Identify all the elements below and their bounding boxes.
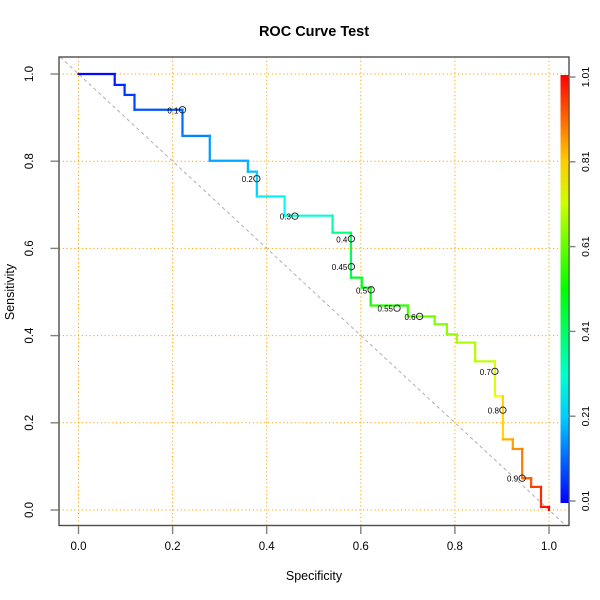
threshold-marker-label: 0.45 bbox=[332, 263, 348, 272]
grid-layer bbox=[59, 57, 569, 526]
threshold-marker bbox=[178, 106, 187, 114]
threshold-marker bbox=[499, 406, 507, 414]
y-tick-label: 0.6 bbox=[24, 240, 36, 256]
threshold-marker bbox=[491, 367, 499, 376]
y-axis-title: Sensitivity bbox=[3, 263, 17, 320]
threshold-marker-label: 0.1 bbox=[167, 106, 179, 115]
x-axis-title: Specificity bbox=[286, 569, 343, 583]
y-tick-label: 0.4 bbox=[24, 327, 36, 344]
colorbar-gradient bbox=[560, 75, 569, 503]
threshold-marker-label: 0.3 bbox=[280, 213, 292, 222]
threshold-marker-label: 0.4 bbox=[336, 235, 348, 244]
y-tick-label: 0.0 bbox=[24, 502, 36, 518]
colorbar-tick-label: 1.01 bbox=[580, 67, 592, 88]
threshold-marker bbox=[253, 174, 261, 183]
threshold-marker-label: 0.2 bbox=[242, 175, 254, 184]
diagonal-layer bbox=[59, 56, 567, 526]
diagonal-reference-line bbox=[59, 56, 567, 526]
x-tick-label: 0.8 bbox=[447, 541, 463, 553]
x-tick-label: 1.0 bbox=[541, 541, 557, 553]
colorbar-tick-label: 0.21 bbox=[580, 406, 592, 427]
axis-layer: 0.0 0.2 0.4 0.6 0.8 1.0 0.0 0.2 0.4 0.6 0.8 1.0 bbox=[24, 66, 557, 553]
threshold-marker-label: 0.6 bbox=[404, 313, 416, 322]
colorbar: 1.01 0.81 0.61 0.41 0.21 0.01 bbox=[560, 67, 592, 512]
threshold-marker-layer: 0.1 0.2 0.3 0.4 0.45 0.5 0.55 0.6 0.7 0.8 0.9 bbox=[167, 106, 526, 484]
threshold-marker bbox=[291, 212, 299, 220]
x-tick-label: 0.0 bbox=[71, 541, 87, 553]
y-tick-label: 0.8 bbox=[24, 153, 36, 169]
threshold-marker-label: 0.5 bbox=[356, 286, 368, 295]
threshold-marker bbox=[415, 312, 424, 321]
plot-frame-layer bbox=[58, 56, 570, 527]
colorbar-tick-label: 0.61 bbox=[580, 236, 592, 257]
chart-title: ROC Curve Test bbox=[259, 24, 369, 40]
threshold-marker bbox=[347, 235, 356, 243]
threshold-marker bbox=[367, 286, 375, 294]
x-tick-label: 0.2 bbox=[165, 541, 181, 553]
threshold-marker bbox=[518, 474, 526, 482]
colorbar-tick-label: 0.41 bbox=[580, 321, 592, 342]
y-tick-label: 1.0 bbox=[24, 66, 36, 82]
threshold-marker bbox=[347, 263, 356, 271]
threshold-marker bbox=[393, 304, 401, 312]
colorbar-tick-label: 0.81 bbox=[580, 151, 592, 172]
x-tick-label: 0.6 bbox=[353, 541, 369, 553]
threshold-marker-label: 0.9 bbox=[507, 475, 519, 484]
x-tick-label: 0.4 bbox=[259, 541, 276, 553]
threshold-marker-label: 0.55 bbox=[377, 305, 393, 314]
threshold-marker-label: 0.8 bbox=[488, 407, 500, 416]
y-tick-label: 0.2 bbox=[24, 415, 36, 431]
colorbar-tick-label: 0.01 bbox=[580, 491, 592, 512]
threshold-marker-label: 0.7 bbox=[480, 368, 492, 377]
plot-border bbox=[58, 56, 570, 527]
